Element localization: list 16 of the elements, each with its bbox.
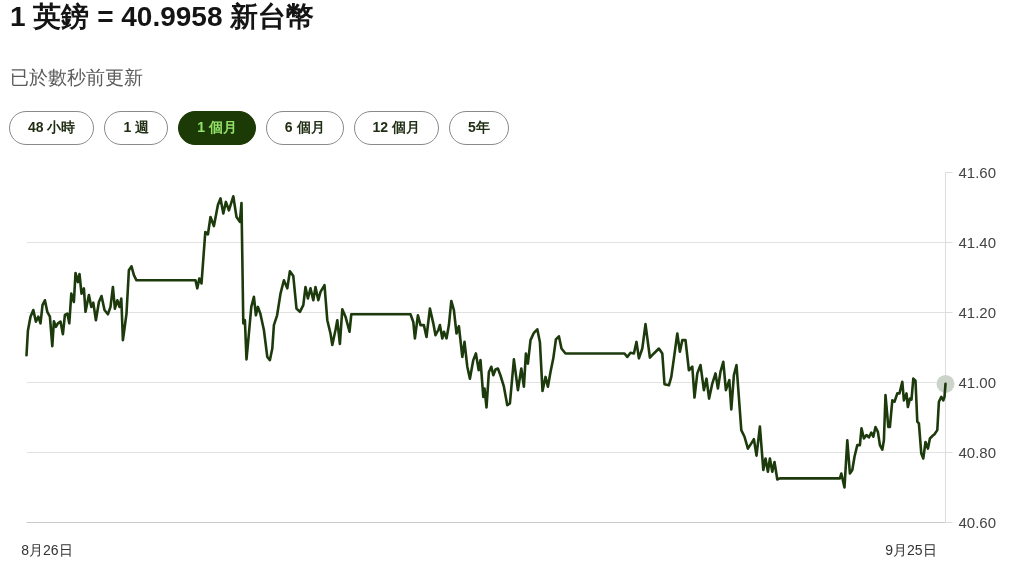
x-tick-label: 9月25日 bbox=[885, 541, 937, 558]
y-tick-label: 40.60 bbox=[958, 513, 997, 531]
y-tick-label: 41.40 bbox=[958, 233, 997, 251]
y-tick-label: 41.60 bbox=[958, 163, 997, 181]
chart-title: 1 英鎊 = 40.9958 新台幣 bbox=[10, 0, 315, 34]
y-tick-label: 41.00 bbox=[958, 373, 997, 391]
text: 1 個月 bbox=[178, 111, 256, 145]
text: 5年 bbox=[449, 111, 509, 145]
text: 1 週 bbox=[104, 111, 169, 145]
text: 48 小時 bbox=[9, 111, 95, 145]
text: 12 個月 bbox=[353, 111, 439, 145]
text: 6 個月 bbox=[265, 111, 344, 145]
y-tick-label: 40.80 bbox=[958, 443, 997, 461]
x-tick-label: 8月26日 bbox=[21, 541, 73, 558]
y-tick-label: 41.20 bbox=[958, 303, 997, 321]
chart-subtitle: 已於數秒前更新 bbox=[10, 66, 143, 90]
